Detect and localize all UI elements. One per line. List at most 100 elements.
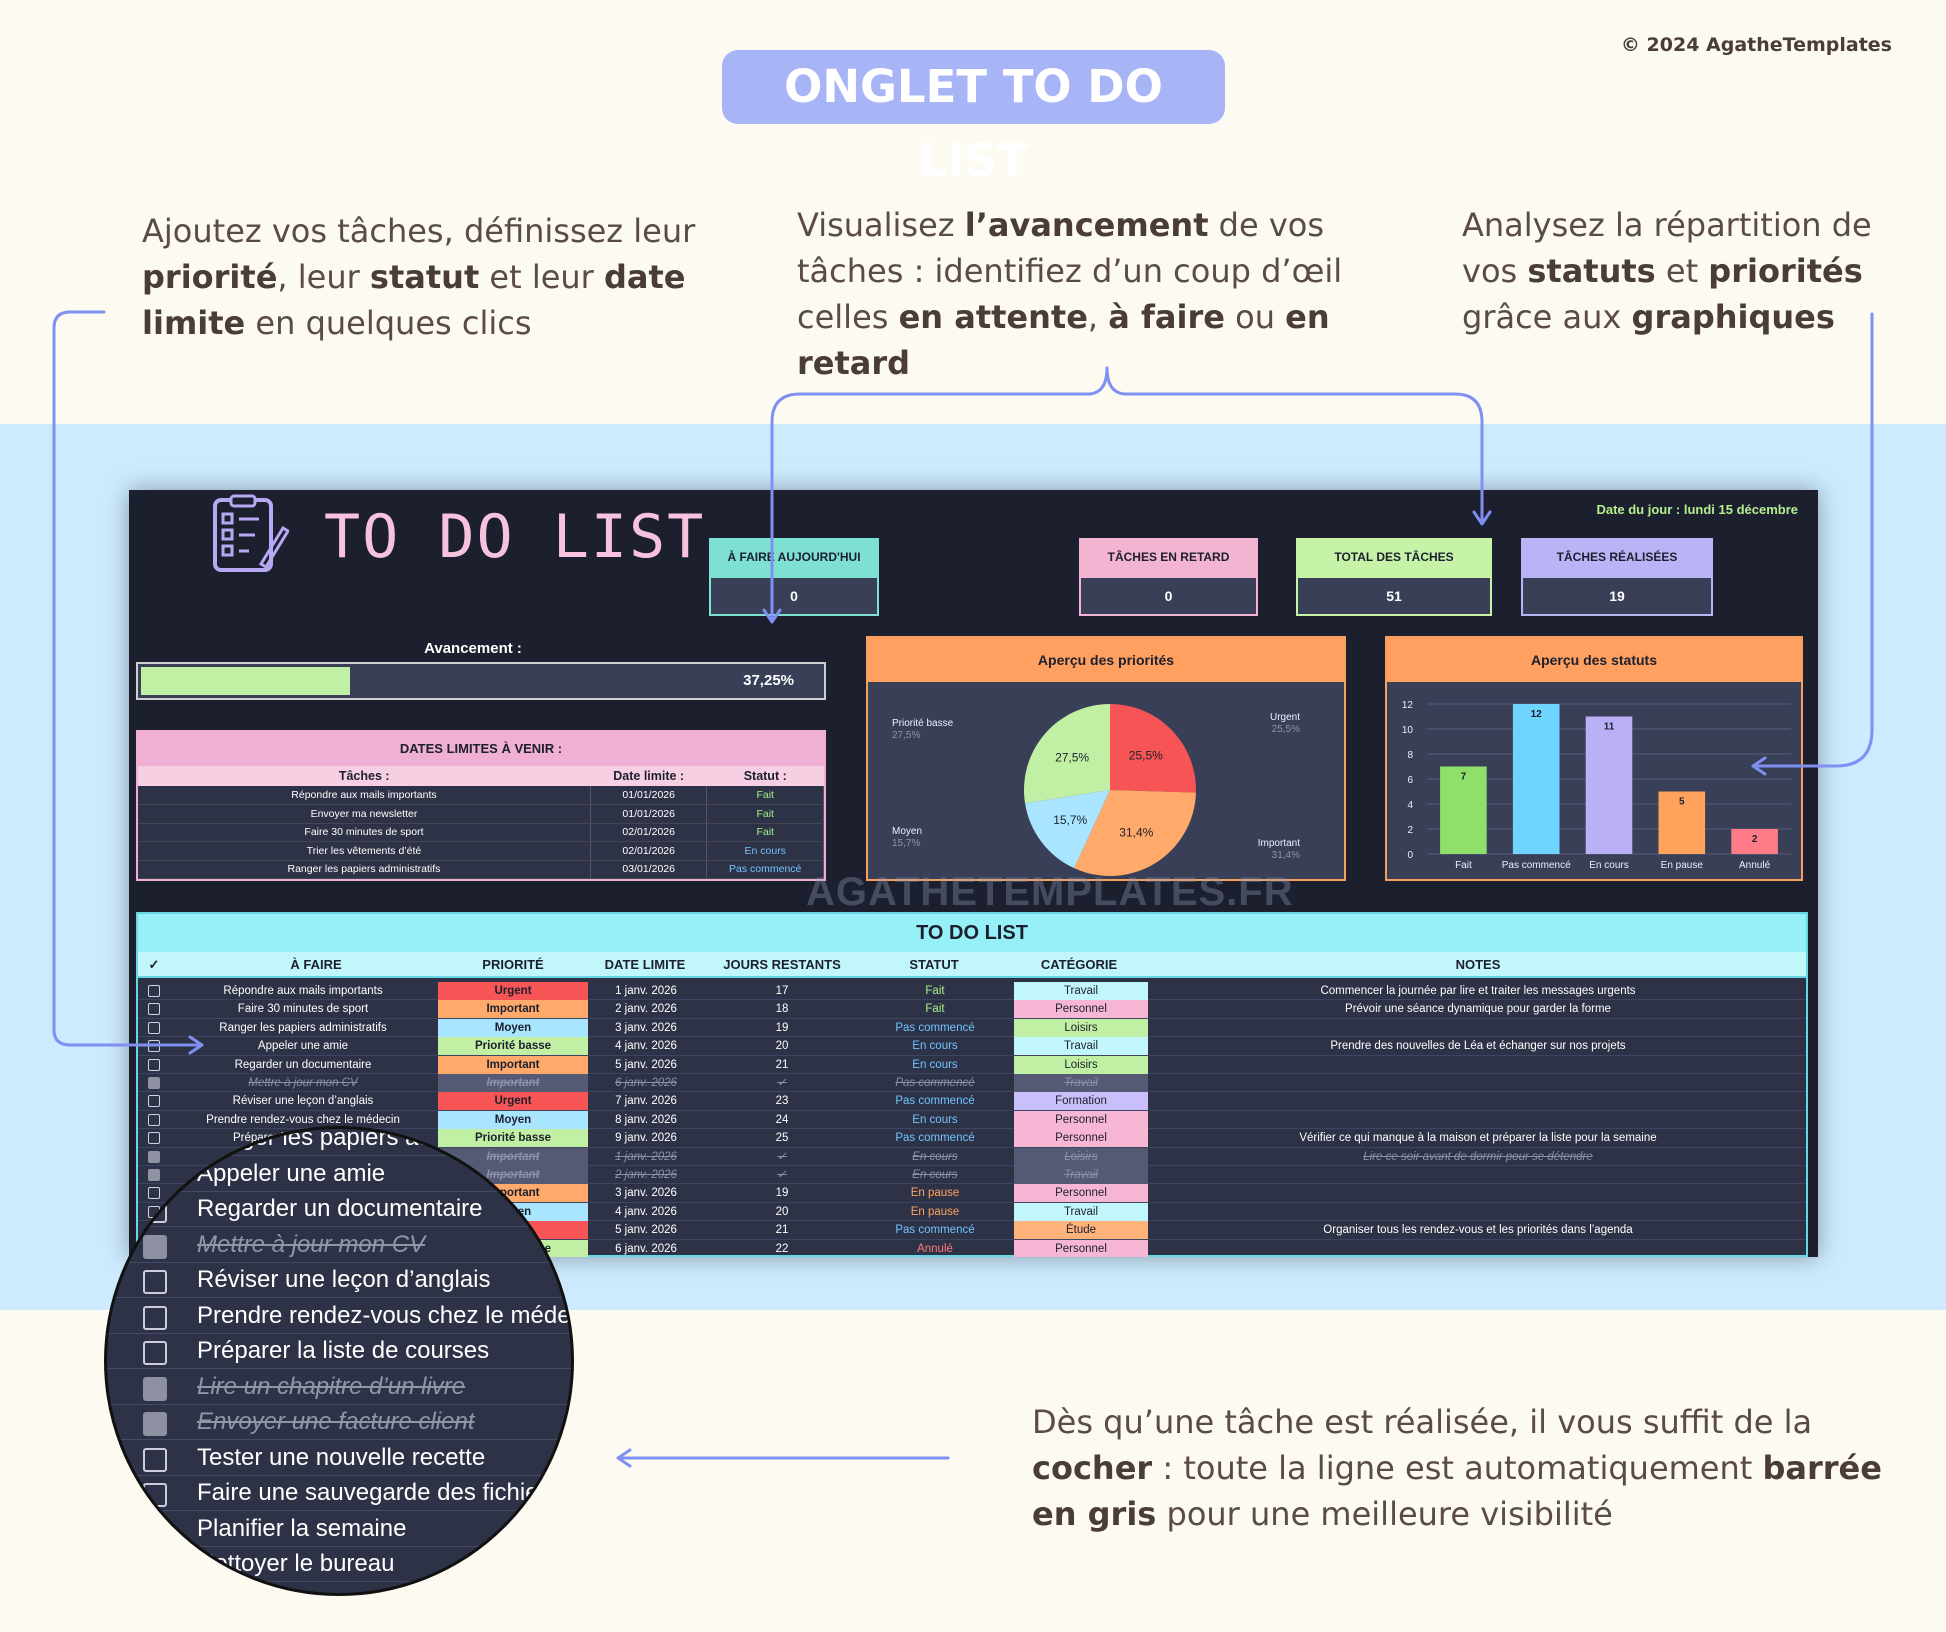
category-select[interactable]: Travail xyxy=(1014,1202,1148,1221)
due-date[interactable]: 6 janv. 2026 xyxy=(615,1242,677,1255)
priority-select[interactable]: Urgent xyxy=(438,1092,588,1111)
due-date[interactable]: 9 janv. 2026 xyxy=(615,1132,677,1145)
header-priority[interactable]: PRIORITÉ xyxy=(482,957,544,972)
due-date[interactable]: 4 janv. 2026 xyxy=(615,1205,677,1218)
status-select[interactable]: Pas commencé xyxy=(895,1095,975,1108)
status-select[interactable]: Pas commencé xyxy=(895,1021,975,1034)
due-date[interactable]: 7 janv. 2026 xyxy=(615,1095,677,1108)
status-select[interactable]: Fait xyxy=(925,985,945,997)
header-days[interactable]: JOURS RESTANTS xyxy=(723,957,841,972)
priority-select[interactable]: Important xyxy=(438,1000,588,1019)
task-notes[interactable]: Lire ce soir avant de dormir pour se dét… xyxy=(1363,1150,1593,1163)
zoom-checkbox[interactable] xyxy=(143,1376,167,1401)
category-select[interactable]: Travail xyxy=(1014,1166,1148,1184)
category-select[interactable]: Étude xyxy=(1014,1221,1148,1240)
category-select[interactable]: Loisirs xyxy=(1014,1018,1148,1037)
category-select[interactable]: Personnel xyxy=(1014,1110,1148,1129)
task-checkbox[interactable] xyxy=(148,1113,160,1126)
task-name[interactable]: Prendre rendez-vous chez le médecin xyxy=(206,1113,400,1126)
task-name[interactable]: Ranger les papiers administratifs xyxy=(219,1021,387,1034)
due-date[interactable]: 6 janv. 2026 xyxy=(615,1077,677,1089)
status-select[interactable]: Annulé xyxy=(917,1242,953,1255)
due-date[interactable]: 8 janv. 2026 xyxy=(615,1113,677,1126)
due-date[interactable]: 2 janv. 2026 xyxy=(615,1003,677,1016)
zoom-checkbox[interactable] xyxy=(143,1129,167,1152)
task-checkbox[interactable] xyxy=(148,1169,160,1181)
category-select[interactable]: Personnel xyxy=(1014,1239,1148,1257)
task-name[interactable]: Regarder un documentaire xyxy=(234,1058,372,1071)
task-checkbox[interactable] xyxy=(148,1058,160,1071)
zoom-checkbox[interactable] xyxy=(143,1234,167,1259)
task-checkbox[interactable] xyxy=(148,985,160,997)
due-date[interactable]: 5 janv. 2026 xyxy=(615,1224,677,1237)
zoom-checkbox[interactable] xyxy=(143,1163,167,1188)
status-select[interactable]: En cours xyxy=(912,1113,958,1126)
category-select[interactable]: Travail xyxy=(1014,1037,1148,1056)
zoom-checkbox[interactable] xyxy=(143,1412,167,1436)
priority-select[interactable]: Important xyxy=(438,1055,588,1074)
status-select[interactable]: Pas commencé xyxy=(895,1224,975,1237)
task-notes[interactable]: Vérifier ce qui manque à la maison et pr… xyxy=(1299,1132,1657,1145)
task-checkbox[interactable] xyxy=(148,1077,160,1089)
due-date[interactable]: 1 janv. 2026 xyxy=(615,1150,677,1163)
zoom-checkbox[interactable] xyxy=(143,1483,167,1507)
priority-select[interactable]: Important xyxy=(438,1074,588,1092)
header-task[interactable]: À FAIRE xyxy=(290,957,342,972)
priority-select[interactable]: Moyen xyxy=(438,1110,588,1129)
task-notes[interactable]: Prévoir une séance dynamique pour garder… xyxy=(1345,1003,1611,1016)
category-select[interactable]: Formation xyxy=(1014,1092,1148,1111)
task-name[interactable]: Mettre à jour mon CV xyxy=(248,1077,358,1089)
header-date[interactable]: DATE LIMITE xyxy=(604,957,686,972)
status-select[interactable]: En cours xyxy=(912,1040,958,1053)
status-select[interactable]: Pas commencé xyxy=(895,1077,975,1089)
header-check[interactable]: ✓ xyxy=(148,957,160,972)
zoom-checkbox[interactable] xyxy=(143,1447,167,1472)
due-date[interactable]: 2 janv. 2026 xyxy=(615,1169,677,1181)
priority-select[interactable]: Urgent xyxy=(438,982,588,1000)
task-name[interactable]: Appeler une amie xyxy=(257,1040,349,1053)
category-select[interactable]: Loisirs xyxy=(1014,1055,1148,1074)
status-select[interactable]: Pas commencé xyxy=(895,1132,975,1145)
category-select[interactable]: Personnel xyxy=(1014,1129,1148,1148)
zoom-checkbox[interactable] xyxy=(143,1270,167,1294)
status-select[interactable]: En pause xyxy=(910,1205,960,1218)
status-select[interactable]: En cours xyxy=(912,1169,958,1181)
status-select[interactable]: Fait xyxy=(925,1003,945,1016)
category-select[interactable]: Personnel xyxy=(1014,1184,1148,1203)
due-date[interactable]: 4 janv. 2026 xyxy=(615,1040,677,1053)
zoom-checkbox[interactable] xyxy=(143,1199,167,1223)
priority-select[interactable]: Priorité basse xyxy=(438,1129,588,1148)
task-checkbox[interactable] xyxy=(148,1003,160,1016)
zoom-checkbox[interactable] xyxy=(143,1305,167,1330)
task-checkbox[interactable] xyxy=(148,1187,160,1200)
task-name[interactable]: Réviser une leçon d’anglais xyxy=(232,1095,374,1108)
header-status[interactable]: STATUT xyxy=(909,957,959,972)
priority-select[interactable]: Priorité basse xyxy=(438,1037,588,1056)
due-date[interactable]: 3 janv. 2026 xyxy=(615,1021,677,1034)
zoom-checkbox[interactable] xyxy=(143,1518,167,1543)
category-select[interactable]: Travail xyxy=(1014,982,1148,1000)
task-notes[interactable]: Commencer la journée par lire et traiter… xyxy=(1320,985,1636,997)
status-select[interactable]: En pause xyxy=(910,1187,960,1200)
task-checkbox[interactable] xyxy=(148,1132,160,1145)
task-notes[interactable]: Organiser tous les rendez-vous et les pr… xyxy=(1323,1224,1633,1237)
task-checkbox[interactable] xyxy=(148,1095,160,1108)
task-checkbox[interactable] xyxy=(148,1021,160,1034)
due-date[interactable]: 3 janv. 2026 xyxy=(615,1187,677,1200)
header-notes[interactable]: NOTES xyxy=(1455,957,1501,972)
category-select[interactable]: Personnel xyxy=(1014,1000,1148,1019)
due-date[interactable]: 5 janv. 2026 xyxy=(615,1058,677,1071)
status-select[interactable]: En cours xyxy=(912,1150,958,1163)
task-notes[interactable]: Prendre des nouvelles de Léa et échanger… xyxy=(1330,1040,1626,1053)
header-category[interactable]: CATÉGORIE xyxy=(1040,957,1118,972)
status-select[interactable]: En cours xyxy=(912,1058,958,1071)
task-name[interactable]: Faire 30 minutes de sport xyxy=(237,1003,369,1016)
zoom-checkbox[interactable] xyxy=(143,1341,167,1365)
zoom-checkbox[interactable] xyxy=(143,1554,167,1578)
due-date[interactable]: 1 janv. 2026 xyxy=(615,985,677,997)
priority-select[interactable]: Moyen xyxy=(438,1018,588,1037)
task-name[interactable]: Répondre aux mails importants xyxy=(223,985,383,997)
category-select[interactable]: Loisirs xyxy=(1014,1147,1148,1166)
category-select[interactable]: Travail xyxy=(1014,1074,1148,1092)
priority-select[interactable]: Important xyxy=(438,1147,588,1166)
